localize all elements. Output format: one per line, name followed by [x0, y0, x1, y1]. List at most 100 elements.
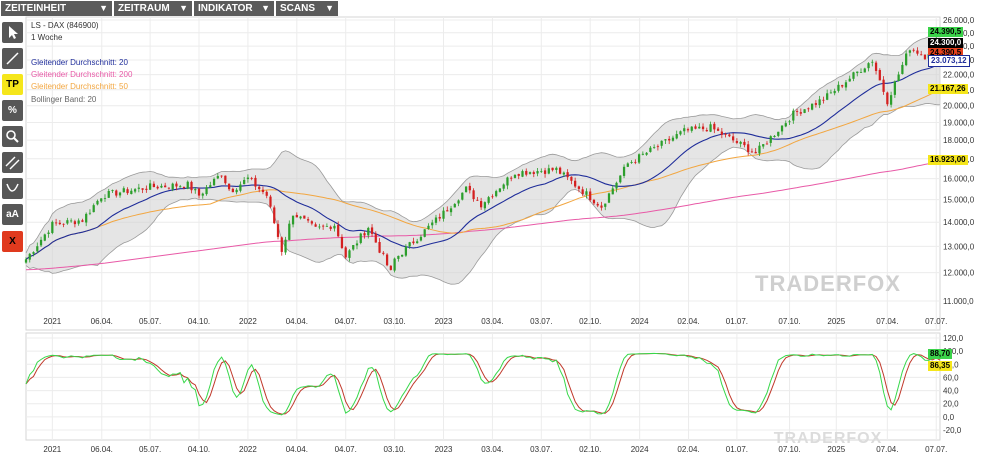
candle-body — [344, 247, 347, 258]
candle — [886, 91, 889, 107]
candle — [574, 177, 577, 189]
channel-tool[interactable] — [2, 152, 23, 173]
candle — [694, 124, 697, 130]
candle-body — [182, 186, 186, 189]
candle-body — [777, 131, 780, 136]
candle-body — [36, 246, 39, 252]
candle-body — [773, 135, 776, 138]
candle — [446, 206, 449, 212]
candle-body — [502, 184, 505, 189]
percent-tool[interactable]: % — [2, 100, 23, 121]
candle — [701, 123, 705, 132]
candle-body — [329, 226, 332, 229]
candle-body — [235, 189, 238, 193]
candle — [322, 224, 325, 230]
candle-body — [833, 90, 836, 94]
candle-body — [525, 170, 528, 175]
candle-body — [291, 215, 295, 225]
candle-body — [427, 225, 430, 230]
arc-tool[interactable] — [2, 178, 23, 199]
menu-indikator[interactable]: INDIKATOR ▼ — [194, 1, 274, 16]
osc-tick-label: 60,0 — [943, 373, 959, 382]
x-tick-label: 05.07. — [139, 317, 161, 326]
price-tag: 23.073,12 — [928, 55, 970, 67]
menu-scans[interactable]: SCANS ▼ — [276, 1, 338, 16]
candle-body — [51, 221, 54, 233]
candle — [457, 199, 460, 207]
candle — [818, 95, 821, 109]
osc-tick-label: 20,0 — [943, 400, 959, 409]
price-tag: 24.300,0 — [928, 38, 964, 48]
candle — [160, 183, 163, 189]
candle — [118, 191, 122, 198]
candle-body — [442, 210, 445, 219]
candle — [660, 140, 663, 149]
menu-zeiteinheit[interactable]: ZEITEINHEIT ▼ — [1, 1, 112, 16]
menu-zeitraum[interactable]: ZEITRAUM ▼ — [114, 1, 192, 16]
candle — [720, 127, 723, 139]
candle-body — [630, 162, 633, 163]
candle — [679, 130, 682, 136]
candle — [908, 49, 912, 57]
stochastic-k-line — [25, 352, 941, 416]
candle — [431, 219, 434, 229]
text-tool[interactable]: aA — [2, 204, 23, 225]
candle-body — [389, 265, 392, 270]
candle-body — [416, 241, 419, 244]
candle — [735, 138, 739, 145]
candle — [318, 223, 321, 230]
tp-icon: TP — [6, 79, 19, 90]
candle — [167, 187, 171, 190]
menu-label: ZEITEINHEIT — [5, 3, 67, 14]
x-tick-label: 2021 — [43, 317, 61, 326]
candle — [186, 180, 189, 190]
candle — [348, 249, 351, 262]
candle — [754, 148, 757, 154]
ma50-line — [25, 88, 941, 260]
candle — [777, 131, 780, 138]
price-tick-label: 26.000,0 — [943, 16, 975, 25]
candle — [182, 186, 186, 190]
candle — [901, 61, 904, 75]
candle — [265, 190, 268, 199]
candle — [844, 79, 848, 91]
line-tool[interactable] — [2, 48, 23, 69]
candle — [675, 130, 678, 140]
candle — [303, 215, 306, 219]
candle — [427, 223, 430, 230]
candle-body — [547, 168, 550, 174]
candle — [54, 218, 58, 226]
price-tick-label: 16.000,0 — [943, 175, 975, 184]
candle-body — [780, 125, 784, 132]
tp-tool[interactable]: TP — [2, 74, 23, 95]
candle — [784, 120, 787, 128]
select-tool[interactable] — [2, 22, 23, 43]
candle — [212, 177, 216, 187]
x-tick-label: 04.10. — [188, 317, 210, 326]
candle — [156, 185, 159, 190]
candle-body — [179, 186, 182, 188]
drawing-toolbar: TP% aA X — [0, 18, 26, 457]
bollinger-lower-line — [25, 103, 941, 285]
candle — [874, 60, 878, 75]
candle-body — [912, 49, 915, 51]
candle — [743, 138, 746, 148]
candle-body — [254, 177, 257, 187]
candle — [547, 164, 550, 175]
candle-body — [713, 123, 716, 130]
candle — [472, 188, 475, 202]
candle — [758, 142, 761, 156]
candle-body — [660, 140, 663, 146]
osc-x-tick-label: 2022 — [239, 445, 257, 454]
candle — [92, 203, 95, 213]
candle-body — [540, 171, 543, 173]
candle-body — [626, 163, 629, 167]
candle — [705, 127, 708, 132]
delete-tool[interactable]: X — [2, 231, 23, 252]
candle-body — [886, 92, 889, 105]
candle-body — [604, 203, 607, 207]
candle-body — [401, 254, 404, 257]
zoom-tool[interactable] — [2, 126, 23, 147]
candle-body — [517, 174, 520, 176]
candle — [829, 89, 833, 94]
